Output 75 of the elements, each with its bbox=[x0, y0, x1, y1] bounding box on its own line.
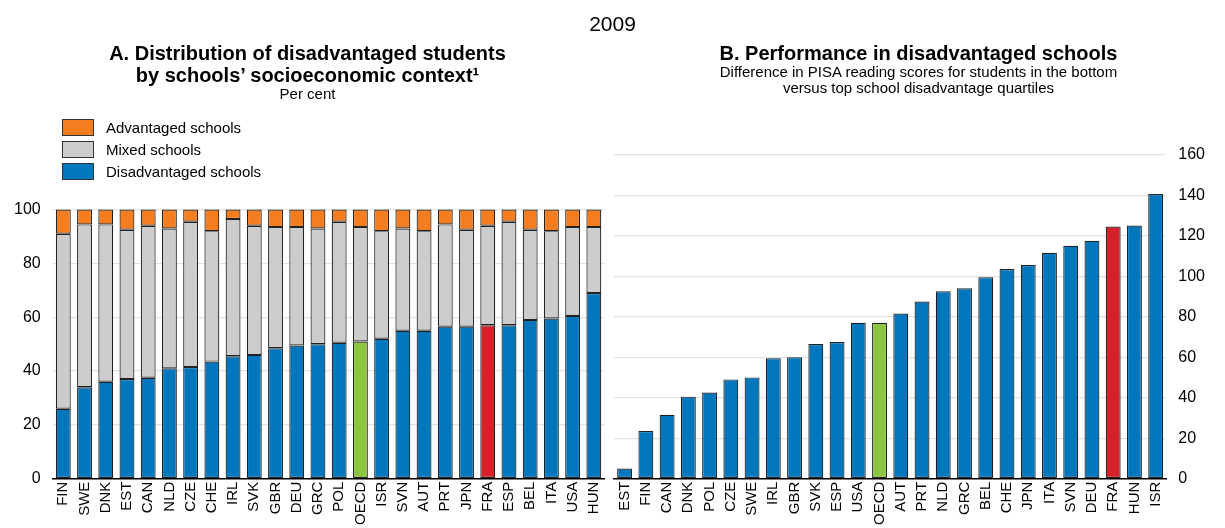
y-tick-label: 0 bbox=[31, 469, 41, 487]
x-tick-label: ISR bbox=[1145, 481, 1163, 507]
x-tick-label: NLD bbox=[159, 481, 177, 512]
y2-tick-label: 80 bbox=[1178, 307, 1197, 325]
x-tick-label: ESP bbox=[827, 481, 845, 512]
text: 2009 bbox=[588, 12, 637, 36]
y2-tick-label: 100 bbox=[1178, 266, 1206, 284]
x-tick-label: HUN bbox=[583, 481, 601, 515]
x-tick-label: GRC bbox=[954, 481, 972, 516]
x-tick-label: BEL bbox=[520, 481, 538, 511]
x-tick-label: JPN bbox=[1018, 481, 1036, 511]
x-tick-label: SWE bbox=[74, 481, 92, 516]
x-tick-label: DEU bbox=[1082, 481, 1100, 514]
x-tick-label: ITA bbox=[1039, 481, 1057, 504]
x-tick-label: SVN bbox=[1060, 481, 1078, 513]
y2-tick-label: 60 bbox=[1178, 347, 1197, 365]
x-tick-label: OECD bbox=[869, 481, 887, 526]
x-tick-label: BEL bbox=[975, 481, 993, 511]
x-tick-label: NLD bbox=[933, 481, 951, 512]
chart-title: A. Distribution of disadvantaged students by schools’ socioeconomic context¹ bbox=[108, 42, 507, 86]
x-tick-label: ISR bbox=[371, 481, 389, 507]
x-tick-label: HUN bbox=[1124, 481, 1142, 515]
x-tick-label: AUT bbox=[414, 481, 432, 512]
x-tick-label: AUT bbox=[890, 481, 908, 512]
x-tick-label: USA bbox=[562, 481, 580, 513]
y-tick-label: 20 bbox=[22, 415, 41, 433]
x-tick-label: CZE bbox=[720, 481, 738, 512]
y2-tick-label: 120 bbox=[1178, 226, 1206, 244]
x-tick-label: JPN bbox=[456, 481, 474, 511]
x-tick-label: POL bbox=[329, 481, 347, 512]
x-tick-label: DNK bbox=[95, 481, 113, 514]
chart-subtitle: Per cent bbox=[278, 85, 337, 102]
x-tick-label: USA bbox=[848, 481, 866, 513]
x-tick-label: SWE bbox=[742, 481, 760, 516]
x-tick-label: DEU bbox=[286, 481, 304, 514]
x-tick-label: FRA bbox=[477, 481, 495, 512]
chart-title: B. Performance in disadvantaged schools bbox=[718, 42, 1119, 64]
y2-tick-label: 0 bbox=[1178, 469, 1188, 487]
x-tick-label: IRL bbox=[763, 481, 781, 506]
x-tick-label: POL bbox=[699, 481, 717, 512]
legend-label: Disadvantaged schools bbox=[106, 162, 262, 180]
y2-tick-label: 140 bbox=[1178, 185, 1206, 203]
y2-tick-label: 40 bbox=[1178, 388, 1197, 406]
x-tick-label: CZE bbox=[180, 481, 198, 512]
x-tick-label: GRC bbox=[308, 481, 326, 516]
chart-subtitle: Difference in PISA reading scores for students in the bottom versus top school disadvantage quartiles bbox=[718, 63, 1119, 96]
x-tick-label: SVK bbox=[805, 481, 823, 512]
x-tick-label: PRT bbox=[435, 481, 453, 512]
x-tick-label: EST bbox=[117, 481, 135, 511]
x-tick-label: GBR bbox=[265, 481, 283, 515]
x-tick-label: CHE bbox=[202, 481, 219, 514]
x-tick-label: SVK bbox=[244, 481, 262, 512]
x-tick-label: CAN bbox=[138, 481, 156, 514]
x-tick-label: CHE bbox=[997, 481, 1015, 514]
y2-tick-label: 20 bbox=[1178, 428, 1197, 446]
x-tick-label: ESP bbox=[499, 481, 517, 512]
x-tick-label: EST bbox=[614, 481, 632, 511]
y-tick-label: 100 bbox=[13, 200, 41, 218]
y-tick-label: 40 bbox=[22, 361, 41, 379]
y-tick-label: 60 bbox=[22, 307, 41, 325]
legend-label: Mixed schools bbox=[106, 140, 202, 158]
x-tick-label: FIN bbox=[53, 481, 71, 506]
x-tick-label: FRA bbox=[1103, 481, 1121, 512]
x-tick-label: IRL bbox=[223, 481, 241, 506]
legend-label: Advantaged schools bbox=[106, 118, 242, 136]
x-tick-label: OECD bbox=[350, 481, 368, 526]
y-tick-label: 80 bbox=[22, 253, 41, 271]
x-tick-label: ITA bbox=[541, 481, 559, 504]
x-tick-label: FIN bbox=[636, 481, 653, 506]
y2-tick-label: 160 bbox=[1178, 145, 1206, 163]
x-tick-label: GBR bbox=[784, 481, 802, 515]
x-tick-label: DNK bbox=[678, 481, 696, 514]
x-tick-label: PRT bbox=[912, 481, 930, 512]
x-tick-label: CAN bbox=[657, 481, 675, 514]
x-tick-label: SVN bbox=[392, 481, 410, 513]
